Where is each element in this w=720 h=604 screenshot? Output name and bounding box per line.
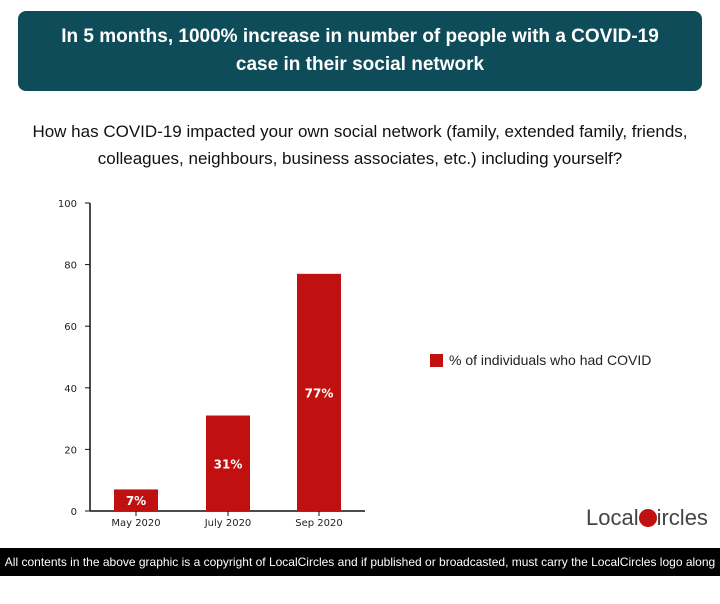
bar-sep-2020 [297, 273, 341, 511]
y-tick-label: 100 [58, 199, 77, 210]
header-title: In 5 months, 1000% increase in number of… [61, 26, 659, 75]
data-label: 7% [126, 494, 146, 508]
header-banner: In 5 months, 1000% increase in number of… [18, 11, 702, 91]
x-tick-label: May 2020 [111, 518, 160, 529]
legend: % of individuals who had COVID [430, 352, 651, 368]
x-tick-label: July 2020 [204, 518, 252, 529]
y-tick-label: 80 [64, 261, 77, 272]
bar-chart: 0 20 40 60 80 100 May 2020 7% July 2020 31% Sep 20… [58, 199, 365, 529]
survey-question: How has COVID-19 impacted your own socia… [32, 122, 688, 168]
data-label: 31% [214, 457, 243, 471]
bar-july-2020 [206, 415, 250, 511]
x-tick-label: Sep 2020 [295, 518, 342, 529]
y-tick-label: 20 [64, 445, 77, 456]
data-label: 77% [305, 386, 334, 400]
legend-swatch [430, 353, 443, 367]
copyright-footer: All contents in the above graphic is a c… [0, 548, 720, 597]
logo-pin-icon [638, 509, 657, 527]
y-tick-label: 60 [64, 322, 77, 333]
y-tick-label: 40 [64, 384, 77, 395]
bar-may-2020 [114, 489, 158, 511]
y-tick-label: 0 [71, 507, 77, 518]
localcircles-logo: Local ircles [586, 505, 708, 530]
legend-label: % of individuals who had COVID [449, 352, 652, 368]
